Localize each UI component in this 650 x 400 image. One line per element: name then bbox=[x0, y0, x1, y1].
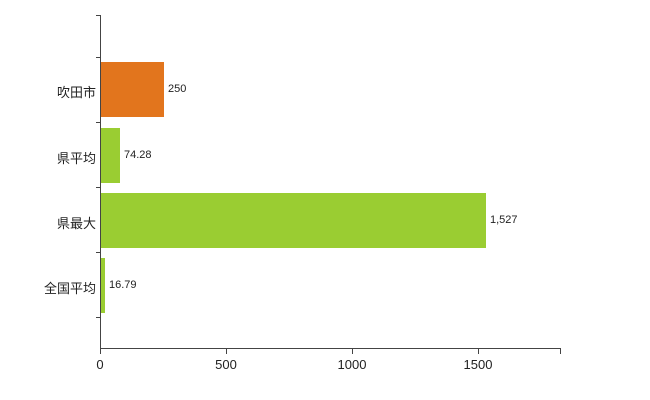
bar-3 bbox=[101, 258, 105, 313]
bar-0 bbox=[101, 62, 164, 117]
category-label: 県最大 bbox=[56, 215, 96, 231]
value-label: 16.79 bbox=[109, 278, 137, 291]
category-label: 全国平均 bbox=[43, 280, 96, 296]
x-tick bbox=[352, 349, 353, 354]
x-tick bbox=[478, 349, 479, 354]
y-tick bbox=[96, 187, 101, 188]
bar-2 bbox=[101, 193, 486, 248]
x-axis-line bbox=[100, 348, 561, 349]
x-tick bbox=[100, 349, 101, 354]
bar-1 bbox=[101, 128, 120, 183]
value-label: 1,527 bbox=[490, 213, 518, 226]
category-label: 県平均 bbox=[56, 150, 96, 166]
y-tick bbox=[96, 15, 101, 16]
y-tick bbox=[96, 122, 101, 123]
y-axis-line bbox=[100, 15, 101, 348]
x-tick-label: 0 bbox=[96, 357, 104, 372]
x-tick-label: 1000 bbox=[337, 357, 367, 372]
y-tick bbox=[96, 57, 101, 58]
x-tick bbox=[226, 349, 227, 354]
y-tick bbox=[96, 252, 101, 253]
x-tick-label: 1500 bbox=[463, 357, 493, 372]
y-tick bbox=[96, 317, 101, 318]
value-label: 74.28 bbox=[124, 148, 152, 161]
value-label: 250 bbox=[168, 82, 187, 95]
x-axis-end-tick bbox=[560, 349, 561, 354]
x-tick-label: 500 bbox=[215, 357, 237, 372]
category-label: 吹田市 bbox=[56, 84, 96, 100]
